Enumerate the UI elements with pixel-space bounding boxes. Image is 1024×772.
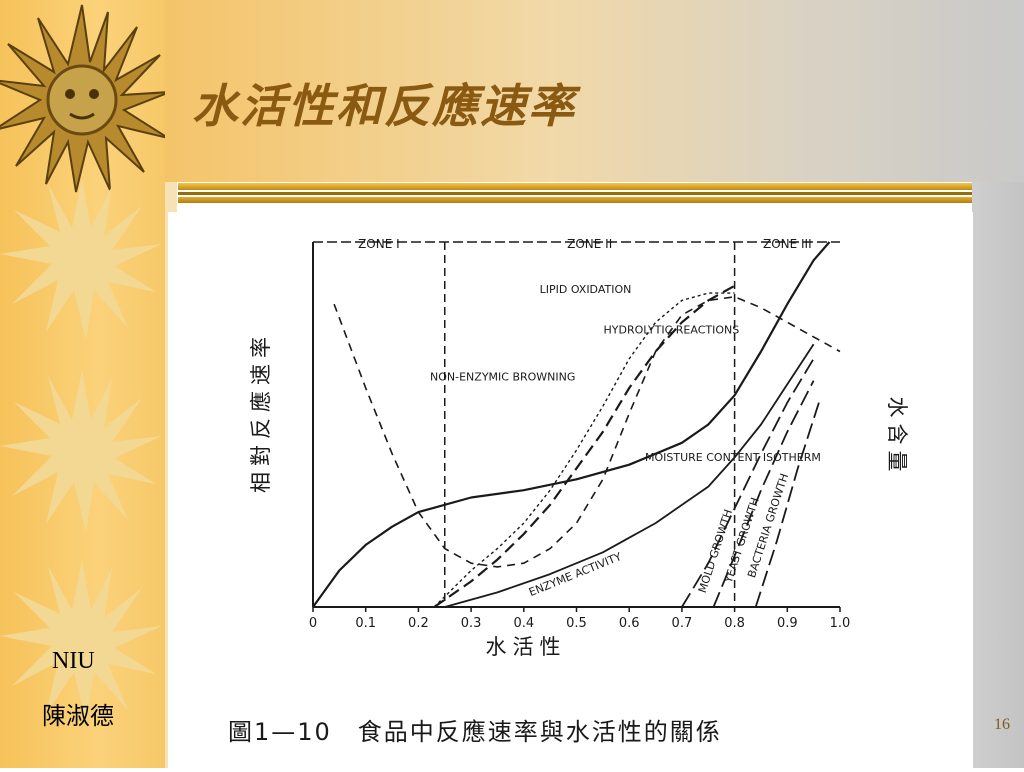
series-labels: LIPID OXIDATION NON-ENZYMIC BROWNING HYDRO…	[430, 283, 821, 599]
x-tick-label: 0.9	[777, 616, 798, 631]
figure-caption: 圖1—10 食品中反應速率與水活性的關係	[228, 718, 722, 746]
series-line-bacteria-growth	[754, 402, 820, 608]
zone-label: ZONE II	[567, 237, 612, 251]
series-label: MOISTURE CONTENT ISOTHERM	[645, 451, 821, 464]
zone-markers: ZONE I ZONE II ZONE III	[358, 237, 812, 607]
divider-rule	[178, 183, 1024, 190]
x-tick-labels: 0 0.1 0.2 0.3 0.4 0.5 0.6 0.7 0.8 0.9 1.0	[309, 607, 850, 631]
y-axis-label-right: 水含量	[885, 397, 909, 478]
x-tick-label: 0.8	[724, 616, 745, 631]
series-line-mold-growth	[681, 358, 815, 608]
footer-org: NIU	[52, 648, 95, 674]
series-line-lipid-oxidation	[333, 296, 841, 568]
slide-title: 水活性和反應速率	[192, 79, 576, 133]
x-tick-label: 0.1	[355, 616, 376, 631]
x-tick-label: 0.2	[408, 616, 429, 631]
header-band	[165, 0, 1024, 182]
y-axis-label-left: 相對反應速率	[249, 331, 273, 493]
page-number: 16	[994, 716, 1010, 733]
series-label: ENZYME ACTIVITY	[527, 550, 624, 599]
sun-decorations	[0, 4, 165, 722]
x-tick-label: 0.5	[566, 616, 587, 631]
chart-figure: ZONE I ZONE II ZONE III LIPID OXIDATION NON…	[168, 212, 973, 768]
x-tick-label: 0.7	[672, 616, 693, 631]
x-axis-label: 水活性	[486, 635, 567, 659]
zone-label: ZONE I	[358, 237, 400, 251]
x-tick-label: 0	[309, 616, 317, 631]
x-tick-label: 0.4	[513, 616, 534, 631]
sidebar-decoration	[0, 0, 165, 768]
series-label: NON-ENZYMIC BROWNING	[430, 371, 575, 384]
divider-rule	[178, 192, 1024, 195]
sun-decoration-icon	[0, 560, 162, 722]
series-label: LIPID OXIDATION	[540, 283, 632, 296]
series-line-moisture-content-isotherm	[312, 241, 831, 608]
series-line-non-enzymic-browning	[433, 292, 735, 608]
footer-author: 陳淑德	[42, 702, 114, 730]
series-label: HYDROLYTIC REACTIONS	[603, 323, 739, 336]
series-line-yeast-growth	[712, 380, 815, 608]
series-lines	[312, 241, 841, 608]
divider-rule	[178, 197, 1024, 203]
x-tick-label: 0.3	[461, 616, 482, 631]
x-tick-label: 1.0	[830, 616, 851, 631]
sun-decoration-icon	[0, 178, 162, 340]
sun-medallion-icon	[0, 4, 165, 193]
series-line-enzyme-activity	[444, 343, 815, 608]
zone-label: ZONE III	[763, 237, 812, 251]
x-tick-label: 0.6	[619, 616, 640, 631]
series-line-hydrolytic-reactions	[433, 284, 736, 608]
sun-decoration-icon	[0, 370, 162, 532]
content-right-strip	[972, 182, 1024, 768]
reaction-rate-chart: ZONE I ZONE II ZONE III LIPID OXIDATION NON…	[228, 237, 909, 746]
